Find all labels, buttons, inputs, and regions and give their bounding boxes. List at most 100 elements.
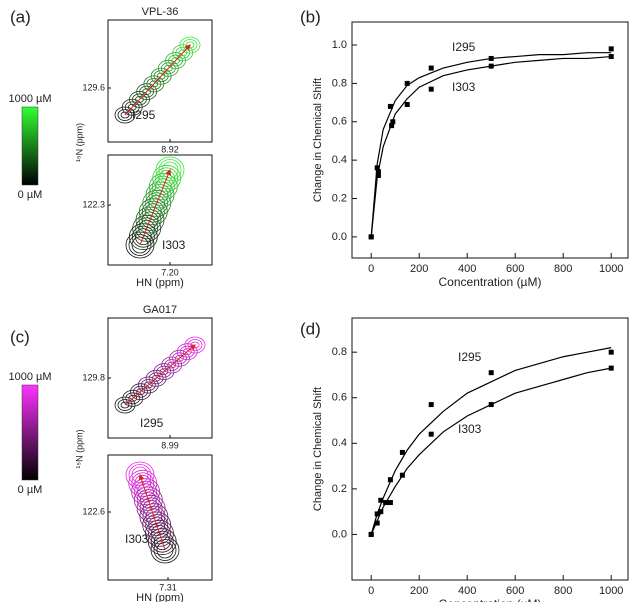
data-point <box>387 103 393 109</box>
contour <box>153 363 175 381</box>
y-tick-label: 122.6 <box>82 506 105 516</box>
x-tick-label: 7.31 <box>159 582 177 592</box>
spectrum-box <box>107 154 213 266</box>
x-tick-label: 8.92 <box>161 144 179 154</box>
y-axis-label: Change in Chemical Shift <box>312 78 324 202</box>
contour <box>179 345 195 358</box>
contour <box>148 372 164 385</box>
contour <box>179 36 201 54</box>
contour <box>167 361 177 369</box>
y-tick-label: 0.8 <box>332 346 347 358</box>
contour <box>151 175 175 198</box>
contour <box>175 354 184 362</box>
contour <box>172 352 187 365</box>
shift-arrow <box>138 473 166 551</box>
data-point <box>488 63 494 69</box>
x-tick-label: 1000 <box>599 585 623 597</box>
data-point <box>374 511 380 517</box>
y-tick-label: 0.0 <box>332 528 347 540</box>
x-tick-label: 200 <box>410 263 428 275</box>
residue-label: I295 <box>132 108 156 122</box>
contour <box>141 200 165 223</box>
plot-frame <box>351 21 629 259</box>
fit-curve <box>370 367 612 535</box>
contour <box>128 464 152 486</box>
contours <box>125 461 180 564</box>
data-point <box>387 477 393 483</box>
contour <box>184 336 206 354</box>
data-point <box>399 449 405 455</box>
contour <box>148 184 172 206</box>
data-point <box>378 497 384 503</box>
contour <box>120 401 130 409</box>
shift-arrow <box>124 44 191 116</box>
colorbar-min-label: 0 µM <box>18 189 43 201</box>
y-axis-label: Change in Chemical Shift <box>312 387 324 511</box>
contour <box>136 388 145 396</box>
y-tick-label: 0.2 <box>332 483 347 495</box>
x-axis-label: HN (ppm) <box>136 277 184 289</box>
data-point <box>608 46 614 52</box>
contour <box>161 356 183 374</box>
data-point <box>488 370 494 376</box>
y-tick-label: 0.0 <box>332 231 347 243</box>
contour <box>158 159 182 181</box>
spectrum-title: VPL-36 <box>142 6 179 18</box>
data-point <box>488 55 494 61</box>
series-label: I303 <box>458 422 482 436</box>
x-tick-label: 800 <box>554 263 572 275</box>
x-tick-label: 600 <box>506 585 524 597</box>
data-point <box>608 54 614 60</box>
contour <box>156 365 172 378</box>
data-point <box>375 172 381 178</box>
x-axis-label: Concentration (µM) <box>439 597 542 602</box>
data-point <box>488 402 494 408</box>
x-axis-label: Concentration (µM) <box>439 275 542 289</box>
contours <box>125 156 185 259</box>
fit-curve <box>370 52 612 237</box>
y-axis-label: ¹⁵N (ppm) <box>74 429 84 468</box>
data-point <box>368 234 374 240</box>
colorbar-min-label: 0 µM <box>18 484 43 496</box>
spectrum-title: GA017 <box>143 304 177 316</box>
data-point <box>374 520 380 526</box>
x-tick-label: 600 <box>506 263 524 275</box>
contour <box>155 167 179 190</box>
x-tick-label: 800 <box>554 585 572 597</box>
colorbar-max-label: 1000 µM <box>8 371 51 383</box>
data-point <box>368 531 374 537</box>
x-tick-label: 0 <box>368 585 374 597</box>
x-tick-label: 1000 <box>599 263 623 275</box>
contours <box>114 336 206 414</box>
contour <box>122 389 144 407</box>
contour <box>159 368 169 376</box>
contour <box>161 161 179 179</box>
contour <box>130 383 151 401</box>
contour <box>137 376 159 394</box>
contours <box>114 36 201 124</box>
contour <box>140 379 156 391</box>
series-label: I303 <box>452 80 476 94</box>
contour <box>138 209 162 231</box>
contour <box>131 472 155 495</box>
x-tick-label: 200 <box>410 585 428 597</box>
contour <box>131 466 149 484</box>
contour <box>125 392 141 405</box>
x-tick-label: 7.20 <box>161 267 179 277</box>
contour <box>133 385 148 398</box>
data-point <box>428 431 434 437</box>
y-tick-label: 0.8 <box>332 77 347 89</box>
fit-curve <box>370 55 612 237</box>
panel-label: (d) <box>300 319 321 338</box>
contour <box>145 369 167 387</box>
data-point <box>428 65 434 71</box>
series-label: I295 <box>452 40 476 54</box>
residue-label: I303 <box>125 532 149 546</box>
contour <box>131 225 155 248</box>
colorbar <box>21 106 39 186</box>
shift-arrow <box>124 344 196 406</box>
panel-label: (b) <box>300 7 321 26</box>
y-tick-label: 0.4 <box>332 437 347 449</box>
x-tick-label: 400 <box>458 585 476 597</box>
